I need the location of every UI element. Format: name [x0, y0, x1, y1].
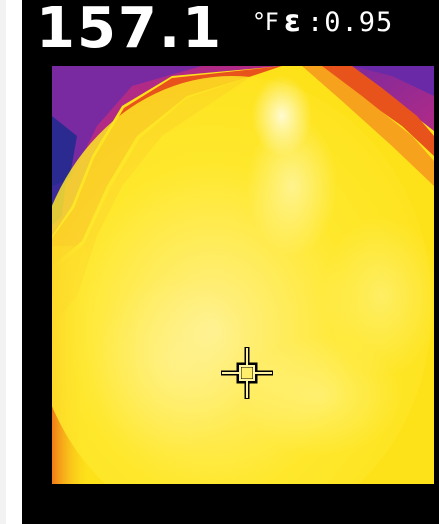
thermal-image: [52, 66, 434, 484]
left-margin: [0, 0, 6, 524]
emissivity-icon: ε: [284, 4, 301, 39]
temperature-value: 157.1: [36, 0, 224, 61]
thermal-heatmap: [52, 66, 434, 484]
emissivity-value: :0.95: [307, 7, 394, 38]
measurement-readout: 157.1 °F ε :0.95: [22, 0, 439, 62]
bottom-bar: [22, 484, 439, 524]
crosshair-target-icon: [221, 347, 273, 399]
thermal-camera-screen: 157.1 °F ε :0.95: [22, 0, 439, 524]
temperature-unit: °F: [253, 8, 279, 36]
